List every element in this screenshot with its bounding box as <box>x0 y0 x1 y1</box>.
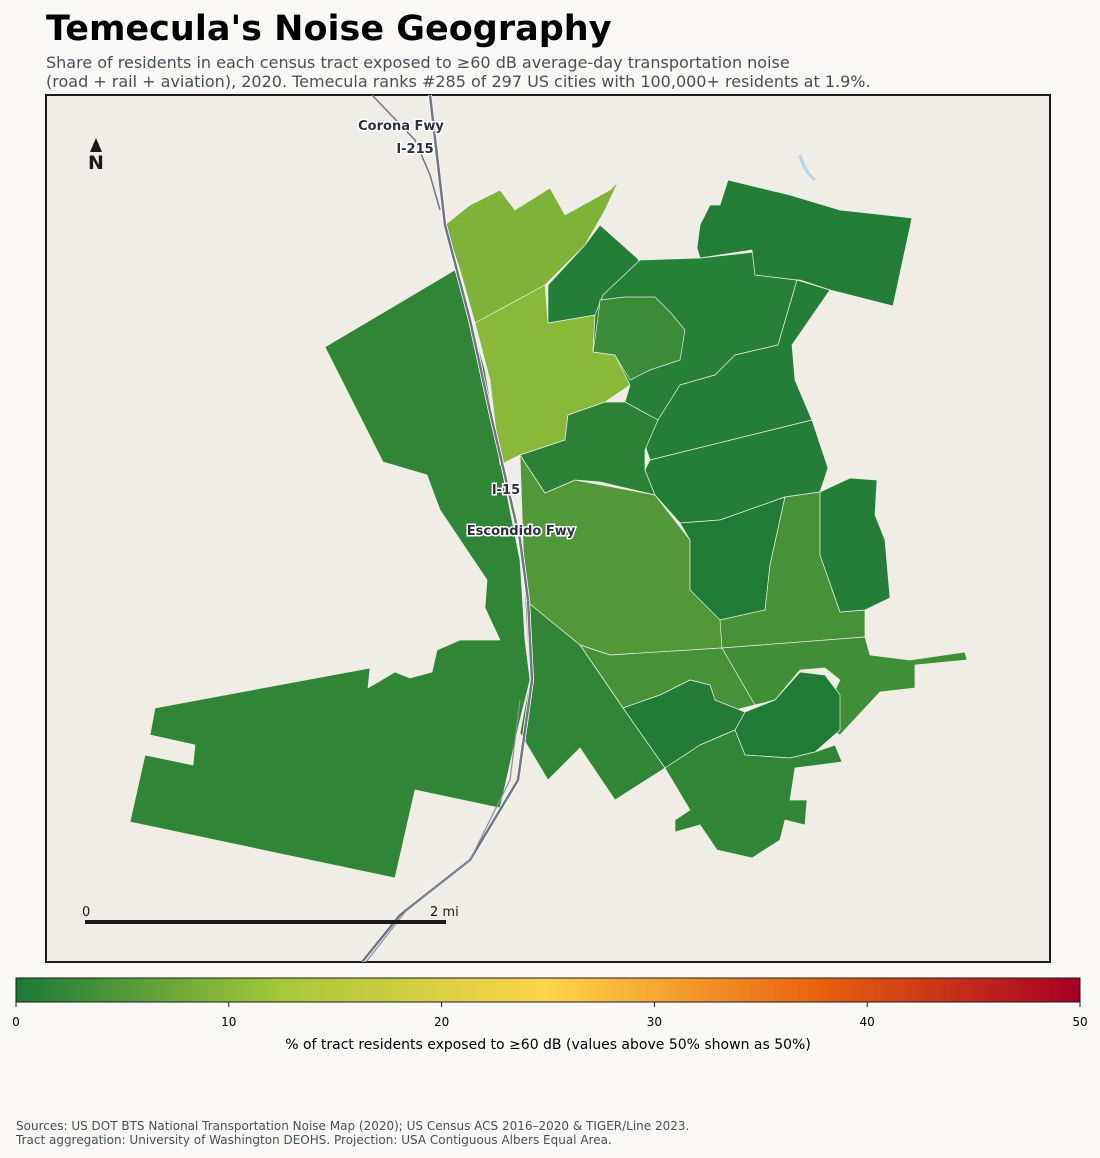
colorbar-tick-label: 0 <box>12 1015 20 1029</box>
colorbar-tick-label: 20 <box>434 1015 449 1029</box>
tract <box>696 179 913 307</box>
colorbar-label: % of tract residents exposed to ≥60 dB (… <box>285 1037 811 1053</box>
colorbar <box>15 977 1081 1003</box>
title: Temecula's Noise Geography <box>46 9 612 49</box>
tract <box>592 296 686 381</box>
colorbar-tick-label: 50 <box>1072 1015 1087 1029</box>
tract <box>129 269 531 879</box>
colorbar-tick-label: 40 <box>860 1015 875 1029</box>
sources: Sources: US DOT BTS National Transportat… <box>16 1119 689 1133</box>
road-label: I-15 <box>492 483 520 498</box>
roads <box>360 95 816 962</box>
tract <box>819 477 891 613</box>
sources: Tract aggregation: University of Washing… <box>15 1133 612 1147</box>
scale-label: 2 mi <box>430 905 459 920</box>
colorbar-ticks: 0 10 20 30 40 50 <box>12 1002 1088 1029</box>
road-label: Corona Fwy <box>358 119 444 134</box>
road-label: I-215 <box>396 142 433 157</box>
colorbar-tick-label: 30 <box>647 1015 662 1029</box>
subtitle: Share of residents in each census tract … <box>46 53 790 72</box>
scale-label: 0 <box>82 905 90 920</box>
road <box>365 699 521 962</box>
i215 <box>371 95 441 211</box>
subtitle: (road + rail + aviation), 2020. Temecula… <box>46 72 871 91</box>
road-label: Escondido Fwy <box>467 524 576 539</box>
north-arrow <box>90 138 102 152</box>
tract <box>519 599 666 801</box>
tract <box>721 636 968 736</box>
tract <box>664 729 843 859</box>
tracts <box>129 179 968 879</box>
colorbar-tick-label: 10 <box>221 1015 236 1029</box>
north-label: N <box>88 152 104 174</box>
lake <box>798 154 816 182</box>
